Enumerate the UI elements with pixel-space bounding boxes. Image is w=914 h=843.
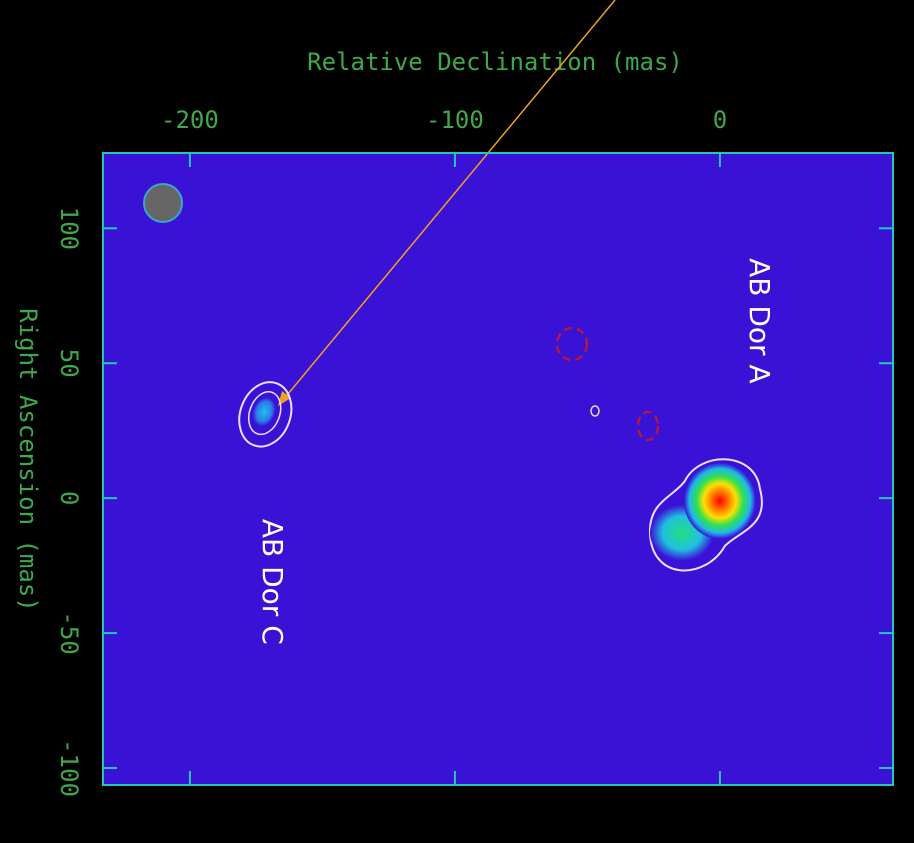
plot-area xyxy=(103,153,893,785)
emission xyxy=(684,463,756,539)
chart: Relative Declination (mas) Right Ascensi… xyxy=(0,0,914,843)
y-axis-title: Right Ascension (mas) xyxy=(14,308,42,611)
y-tick-label: -100 xyxy=(55,739,83,797)
x-tick-label: -100 xyxy=(426,106,484,134)
x-tick-label: -200 xyxy=(161,106,219,134)
y-tick-label: -50 xyxy=(55,611,83,654)
y-tick-label: 100 xyxy=(55,207,83,250)
annotation: AB Dor A xyxy=(743,258,776,384)
annotation: AB Dor C xyxy=(256,519,289,645)
y-tick-label: 0 xyxy=(55,491,83,505)
x-axis-title: Relative Declination (mas) xyxy=(307,48,683,76)
beam xyxy=(144,184,182,222)
y-tick-label: 50 xyxy=(55,349,83,378)
x-tick-label: 0 xyxy=(713,106,727,134)
